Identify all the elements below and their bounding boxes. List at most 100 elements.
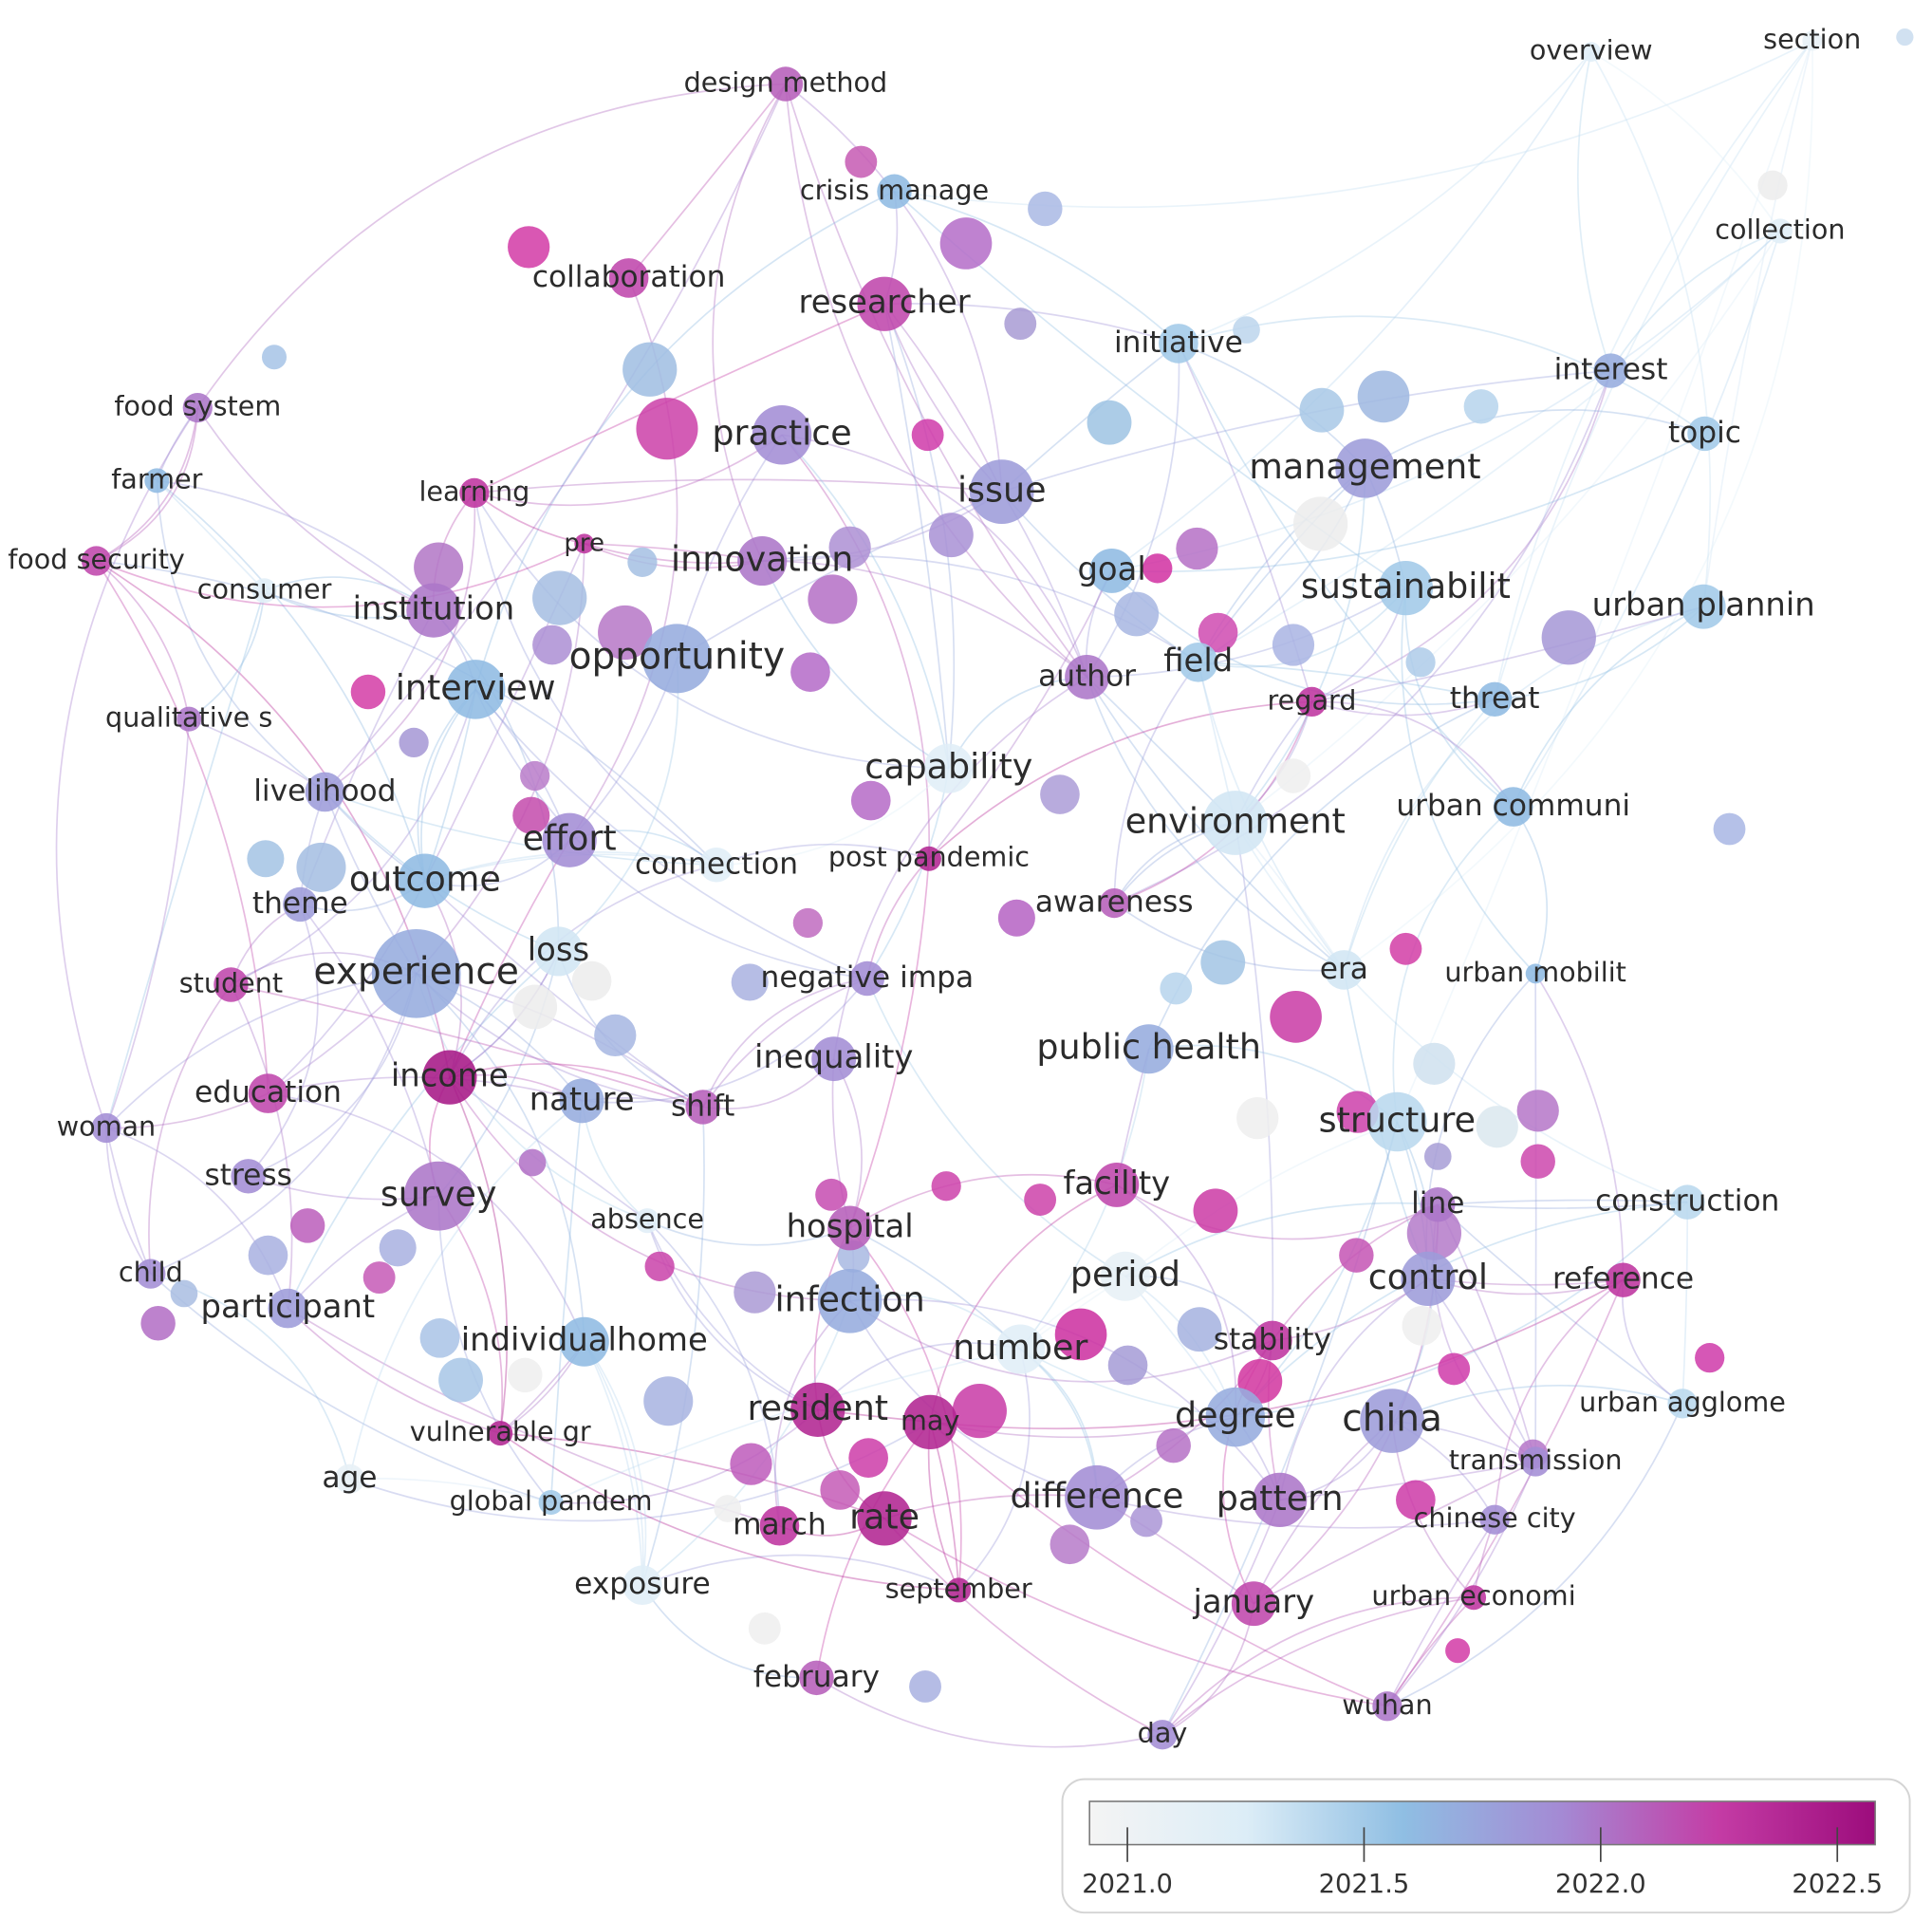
node-label: wuhan	[1342, 1688, 1432, 1721]
nodes	[81, 30, 1823, 1750]
edge	[832, 676, 1088, 1059]
unlabeled-node	[1275, 758, 1311, 793]
node-label: line	[1411, 1186, 1464, 1221]
edge	[96, 407, 199, 562]
edge	[646, 1220, 850, 1246]
edge	[1494, 40, 1813, 700]
node	[398, 853, 453, 908]
edge	[349, 1477, 551, 1503]
node-label: collaboration	[532, 260, 726, 294]
node-label: global pandem	[450, 1484, 653, 1517]
edge	[95, 560, 269, 1094]
node-label: shift	[671, 1089, 734, 1123]
node-label: stress	[204, 1158, 291, 1192]
edge	[150, 973, 418, 1275]
node	[1367, 1091, 1427, 1152]
unlabeled-node	[1423, 1143, 1452, 1170]
edge	[449, 839, 570, 1078]
unlabeled-node	[748, 1612, 781, 1645]
node	[305, 772, 345, 812]
node-label: difference	[1011, 1475, 1184, 1516]
edge	[762, 491, 1003, 562]
unlabeled-node	[815, 1178, 848, 1211]
unlabeled-node	[1292, 496, 1348, 551]
edge	[781, 434, 931, 859]
color-legend: 2021.0 2021.5 2022.0 2022.5	[1061, 1778, 1911, 1914]
node	[923, 743, 974, 793]
node	[422, 1050, 477, 1105]
node	[608, 258, 649, 298]
edge	[550, 1408, 819, 1504]
unlabeled-node	[1024, 1184, 1057, 1216]
legend-tick-label: 2021.0	[1082, 1870, 1173, 1899]
node-label: day	[1138, 1717, 1188, 1749]
node-label: inequality	[754, 1038, 913, 1075]
node-label: may	[901, 1404, 959, 1436]
edge	[557, 658, 679, 953]
unlabeled-node	[571, 960, 612, 1001]
unlabeled-node	[399, 727, 429, 758]
edge	[817, 1342, 1021, 1410]
node	[334, 1463, 365, 1494]
node	[1178, 642, 1218, 682]
edge	[866, 978, 1126, 1277]
node-label: initiative	[1114, 326, 1243, 360]
node-label: innovation	[671, 539, 853, 580]
edge	[96, 407, 199, 562]
node	[1479, 1504, 1510, 1535]
edge	[105, 590, 266, 1128]
node	[698, 848, 734, 883]
edge	[150, 1273, 551, 1503]
node-label: pre	[564, 529, 604, 557]
unlabeled-node	[1054, 1308, 1107, 1361]
edge	[582, 978, 868, 1104]
node-label: public health	[1036, 1027, 1261, 1068]
node	[445, 660, 506, 719]
node-label: author	[1038, 659, 1136, 693]
node-label: september	[885, 1572, 1032, 1604]
edge	[1178, 51, 1592, 345]
node	[533, 926, 584, 977]
legend-bar	[1088, 1800, 1876, 1846]
node	[1147, 1720, 1178, 1750]
edge	[105, 1128, 152, 1275]
edge	[1386, 1279, 1625, 1707]
legend-box	[1061, 1778, 1911, 1914]
unlabeled-node	[1713, 812, 1746, 846]
node	[902, 1394, 957, 1450]
node-label: control	[1368, 1257, 1488, 1297]
unlabeled-node	[1270, 991, 1322, 1043]
edge	[348, 1100, 583, 1480]
unlabeled-node	[928, 513, 974, 558]
edge	[849, 1300, 1273, 1383]
node	[538, 1489, 564, 1516]
unlabeled-node	[362, 1261, 396, 1294]
edge	[1590, 50, 1781, 232]
node	[91, 1112, 121, 1144]
node	[1065, 1464, 1129, 1530]
node	[406, 583, 461, 638]
unlabeled-node	[1200, 940, 1246, 985]
edge	[287, 1307, 780, 1527]
edge	[1086, 676, 1345, 971]
node	[542, 812, 597, 867]
node-label: infection	[774, 1278, 924, 1319]
unlabeled-node	[520, 760, 550, 792]
node-label: food security	[8, 543, 185, 575]
unlabeled-node	[248, 1235, 288, 1276]
edge	[1311, 370, 1612, 703]
node-label: interview	[396, 667, 556, 708]
node	[768, 66, 804, 102]
node-label: resident	[747, 1388, 888, 1428]
node	[1231, 1581, 1276, 1627]
edge	[1086, 677, 1345, 971]
unlabeled-node	[1050, 1524, 1090, 1565]
node-label: institution	[353, 590, 515, 627]
node-label: degree	[1175, 1395, 1296, 1436]
unlabeled-node	[931, 1171, 961, 1202]
node	[1099, 887, 1129, 919]
node	[752, 404, 812, 465]
edge	[499, 1432, 959, 1592]
edge	[156, 480, 325, 793]
unlabeled-node	[1463, 389, 1499, 424]
